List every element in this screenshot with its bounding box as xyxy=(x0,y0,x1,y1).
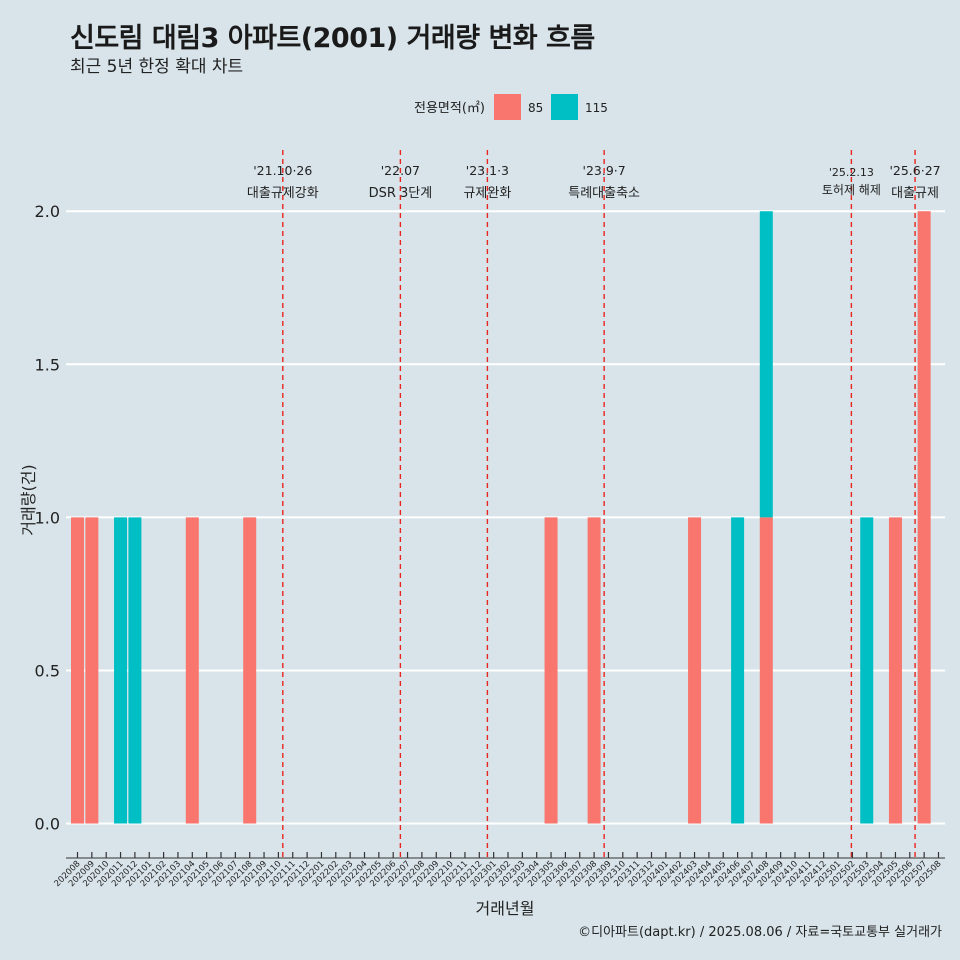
event-date-label: '25.6·27 xyxy=(889,163,940,178)
event-desc-label: 토허제 해제 xyxy=(822,183,881,197)
y-tick-label: 0.5 xyxy=(35,661,60,680)
bar-85 xyxy=(544,517,558,824)
legend-label-85: 85 xyxy=(528,101,543,115)
y-tick-label: 0.0 xyxy=(35,815,60,834)
event-desc-label: 대출규제강화 xyxy=(247,186,319,201)
y-tick-label: 2.0 xyxy=(35,202,60,221)
bar-115 xyxy=(759,211,773,518)
event-date-label: '21.10·26 xyxy=(253,163,312,178)
chart-caption: ©디아파트(dapt.kr) / 2025.08.06 / 자료=국토교통부 실… xyxy=(578,925,942,940)
legend-swatch-85 xyxy=(494,94,521,120)
bar-85 xyxy=(888,517,902,824)
bar-85 xyxy=(243,517,257,824)
bar-85 xyxy=(917,211,931,824)
x-axis-title: 거래년월 xyxy=(476,899,535,918)
bar-115 xyxy=(114,517,128,824)
event-date-label: '23.9·7 xyxy=(583,163,626,178)
event-desc-label: 규제완화 xyxy=(463,186,511,201)
legend-label-115: 115 xyxy=(585,101,608,115)
event-desc-label: 특례대출축소 xyxy=(568,186,640,201)
bar-115 xyxy=(128,517,142,824)
event-desc-label: DSR 3단계 xyxy=(369,186,433,201)
bar-85 xyxy=(185,517,199,824)
event-date-label: '23.1·3 xyxy=(466,163,509,178)
bar-85 xyxy=(85,517,99,824)
y-axis-title: 거래량(건) xyxy=(19,464,38,535)
chart-title: 신도림 대림3 아파트(2001) 거래량 변화 흐름 xyxy=(70,23,595,54)
event-date-label: '25.2.13 xyxy=(829,166,874,179)
bar-115 xyxy=(860,517,874,824)
bar-85 xyxy=(688,517,702,824)
bar-85 xyxy=(587,517,601,824)
event-desc-label: 대출규제 xyxy=(891,186,939,201)
bar-85 xyxy=(71,517,84,824)
bar-85 xyxy=(759,517,773,824)
event-date-label: '22.07 xyxy=(381,163,420,178)
bar-115 xyxy=(731,517,745,824)
chart-subtitle: 최근 5년 한정 확대 차트 xyxy=(70,57,244,77)
y-tick-label: 1.0 xyxy=(35,508,60,527)
legend-title: 전용면적(㎡) xyxy=(414,101,485,116)
y-tick-label: 1.5 xyxy=(35,355,60,374)
legend-swatch-115 xyxy=(551,94,578,120)
